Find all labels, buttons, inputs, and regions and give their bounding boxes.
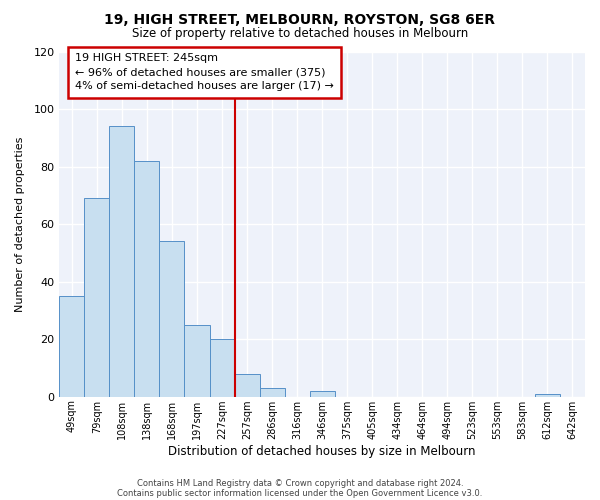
Bar: [260, 388, 284, 396]
Bar: [209, 339, 235, 396]
Bar: [85, 198, 109, 396]
Bar: [235, 374, 260, 396]
Bar: [535, 394, 560, 396]
Bar: [160, 242, 184, 396]
X-axis label: Distribution of detached houses by size in Melbourn: Distribution of detached houses by size …: [169, 444, 476, 458]
Text: Contains public sector information licensed under the Open Government Licence v3: Contains public sector information licen…: [118, 488, 482, 498]
Bar: [310, 391, 335, 396]
Bar: [59, 296, 85, 396]
Text: Size of property relative to detached houses in Melbourn: Size of property relative to detached ho…: [132, 26, 468, 40]
Bar: [109, 126, 134, 396]
Text: 19 HIGH STREET: 245sqm
← 96% of detached houses are smaller (375)
4% of semi-det: 19 HIGH STREET: 245sqm ← 96% of detached…: [75, 53, 334, 91]
Bar: [184, 325, 209, 396]
Y-axis label: Number of detached properties: Number of detached properties: [15, 136, 25, 312]
Text: 19, HIGH STREET, MELBOURN, ROYSTON, SG8 6ER: 19, HIGH STREET, MELBOURN, ROYSTON, SG8 …: [104, 12, 496, 26]
Bar: [134, 161, 160, 396]
Text: Contains HM Land Registry data © Crown copyright and database right 2024.: Contains HM Land Registry data © Crown c…: [137, 478, 463, 488]
